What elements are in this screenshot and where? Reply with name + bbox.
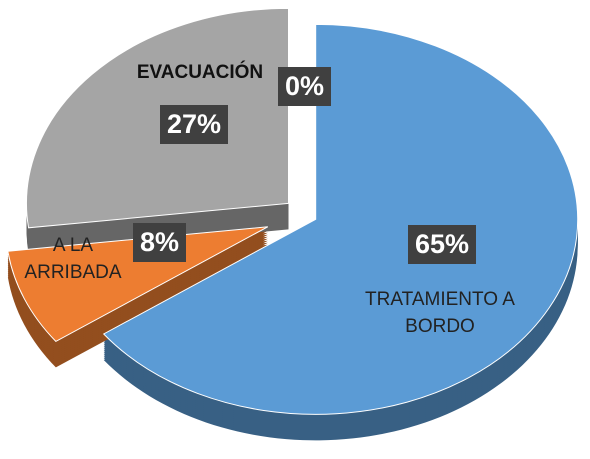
category-label: A LA ARRIBADA [24, 235, 122, 283]
value-label: 0% [278, 67, 332, 106]
slice-top [26, 7, 289, 229]
value-label: 8% [133, 223, 187, 262]
value-label: 65% [408, 225, 477, 264]
value-label: 27% [160, 105, 229, 144]
category-label: TRATAMIENTO A BORDO [365, 289, 515, 337]
slice-top [102, 23, 579, 415]
slice-top [7, 226, 269, 343]
category-label: EVACUACIÓN [136, 62, 264, 83]
